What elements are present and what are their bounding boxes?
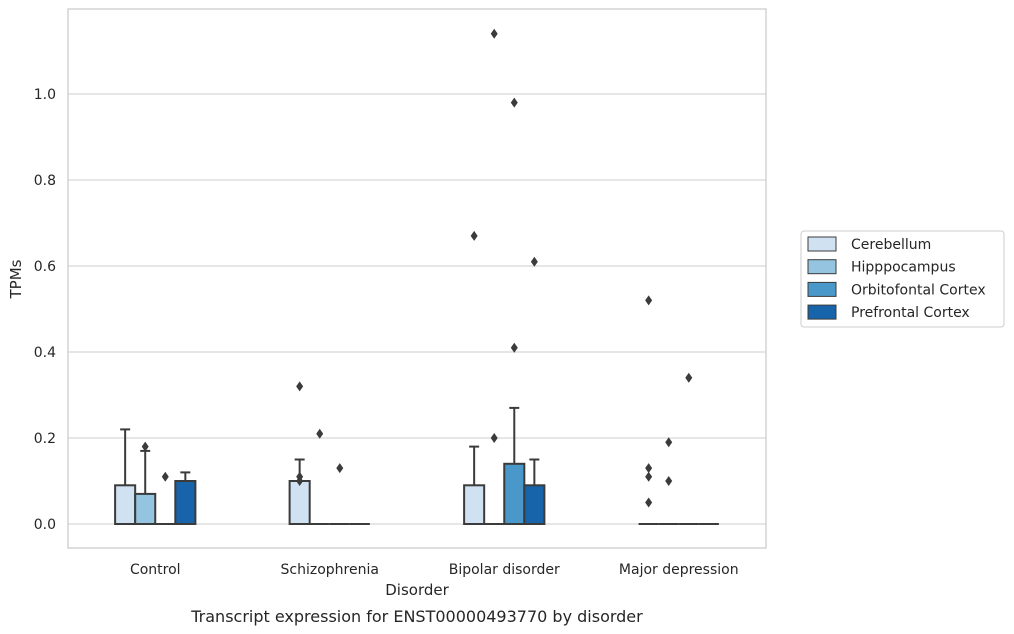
legend-swatch <box>807 236 837 252</box>
box-group <box>523 256 546 525</box>
outlier-point <box>490 28 498 39</box>
legend-label: Cerebellum <box>851 237 931 253</box>
outlier-point <box>490 433 498 443</box>
box-group <box>484 28 505 525</box>
x-tick-label: Control <box>130 562 181 578</box>
plot-area-frame <box>67 8 767 549</box>
y-tick-label: 0.4 <box>34 345 56 361</box>
outlier-point <box>470 230 478 241</box>
box-rect <box>134 492 157 525</box>
legend-label: Prefrontal Cortex <box>851 305 970 321</box>
legend-frame <box>800 230 1005 328</box>
outlier-point <box>665 476 673 486</box>
outlier-point <box>141 441 149 452</box>
x-tick-label: Schizophrenia <box>281 562 379 578</box>
x-tick-label: Major depression <box>619 562 739 578</box>
box-rect <box>114 484 137 525</box>
y-tick-label: 0.0 <box>34 517 56 533</box>
outlier-point <box>530 256 538 267</box>
box-group <box>329 463 350 525</box>
box-rect <box>463 484 486 525</box>
outlier-point <box>510 97 518 108</box>
box-group <box>114 428 137 525</box>
x-axis-label: Disorder <box>385 581 449 599</box>
box-group <box>174 471 197 525</box>
box-group <box>309 428 330 525</box>
outlier-point <box>296 381 304 392</box>
legend-swatch <box>807 304 837 320</box>
outlier-point <box>645 497 653 508</box>
legend-swatch <box>807 259 837 275</box>
y-tick-labels: 0.0 0.2 0.4 0.6 0.8 1.0 <box>34 87 56 533</box>
figure-caption: Transcript expression for ENST0000049377… <box>190 607 643 626</box>
box-group <box>134 441 157 525</box>
box-group <box>503 97 526 525</box>
y-tick-label: 0.8 <box>34 173 56 189</box>
outlier-point <box>336 463 344 474</box>
box-rect <box>288 480 311 525</box>
outlier-point <box>161 471 169 482</box>
box-group <box>288 381 311 525</box>
x-tick-labels: Control Schizophrenia Bipolar disorder Majo… <box>130 562 739 578</box>
outlier-point <box>645 471 653 482</box>
box-group <box>678 372 699 525</box>
y-gridlines <box>68 93 766 525</box>
x-tick-label: Bipolar disorder <box>449 562 560 578</box>
box-series <box>114 28 719 525</box>
box-rect <box>503 462 526 525</box>
legend: Cerebellum Hipppocampus Orbitofontal Corte… <box>800 230 1005 328</box>
box-rect <box>523 484 546 525</box>
y-axis-label: TPMs <box>7 259 25 299</box>
outlier-point <box>645 463 653 474</box>
y-tick-label: 0.2 <box>34 431 56 447</box>
outlier-point <box>685 372 693 383</box>
legend-label: Orbitofontal Cortex <box>851 282 986 298</box>
outlier-point <box>645 295 653 306</box>
box-rect <box>174 480 197 525</box>
box-group <box>155 471 176 525</box>
outlier-point <box>316 428 324 439</box>
y-tick-label: 0.6 <box>34 259 56 275</box>
outlier-point <box>296 471 304 482</box>
outlier-point <box>665 437 673 448</box>
box-group <box>638 295 659 525</box>
box-group <box>463 230 486 525</box>
outlier-point <box>510 342 518 353</box>
legend-swatch <box>807 281 837 297</box>
box-group <box>658 437 679 525</box>
legend-label: Hipppocampus <box>851 260 956 276</box>
y-tick-label: 1.0 <box>34 87 56 103</box>
